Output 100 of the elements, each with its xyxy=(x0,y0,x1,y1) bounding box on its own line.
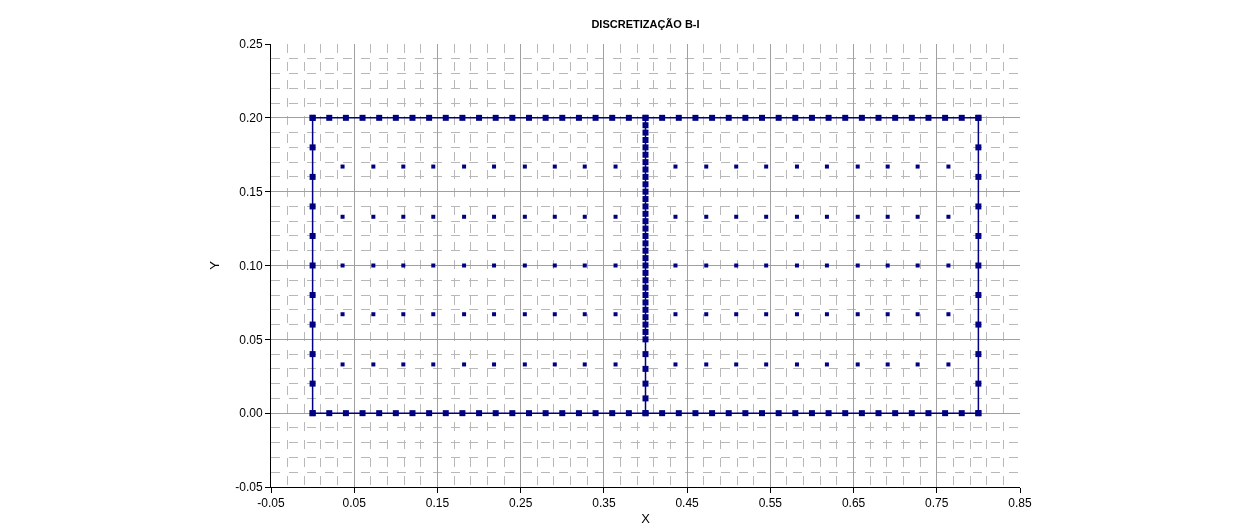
point xyxy=(875,410,882,417)
point xyxy=(858,410,865,417)
point xyxy=(975,262,982,269)
point xyxy=(725,114,732,121)
x-tick-label: 0.85 xyxy=(1008,496,1032,511)
point xyxy=(642,262,649,269)
point xyxy=(975,203,982,210)
point xyxy=(642,328,649,335)
point xyxy=(642,321,649,328)
x-tick-label: -0.05 xyxy=(257,496,285,511)
point xyxy=(575,410,582,417)
point xyxy=(625,114,632,121)
x-tick-label: 0.05 xyxy=(342,496,367,511)
point xyxy=(426,114,433,121)
point xyxy=(775,410,782,417)
point xyxy=(625,410,632,417)
point xyxy=(642,255,649,262)
point xyxy=(892,410,899,417)
point xyxy=(409,114,416,121)
point xyxy=(309,144,316,151)
point xyxy=(975,173,982,180)
point xyxy=(842,410,849,417)
point xyxy=(925,114,932,121)
point xyxy=(309,321,316,328)
point xyxy=(642,188,649,195)
point xyxy=(925,410,932,417)
point xyxy=(642,240,649,247)
y-tick-label: -0.05 xyxy=(235,480,263,495)
point xyxy=(642,306,649,313)
point xyxy=(309,173,316,180)
point xyxy=(642,159,649,166)
point xyxy=(642,292,649,299)
point xyxy=(975,351,982,358)
point xyxy=(392,410,399,417)
y-tick-label: 0.05 xyxy=(239,332,263,347)
point xyxy=(642,129,649,136)
x-tick-label: 0.35 xyxy=(592,496,616,511)
y-tick-label: 0.15 xyxy=(239,184,263,199)
point xyxy=(642,218,649,225)
point xyxy=(642,203,649,210)
point xyxy=(525,114,532,121)
point xyxy=(309,380,316,387)
x-tick-label: 0.55 xyxy=(758,496,783,511)
point xyxy=(975,232,982,239)
point xyxy=(642,196,649,203)
point xyxy=(409,410,416,417)
point xyxy=(692,114,699,121)
point xyxy=(492,114,499,121)
point xyxy=(359,410,366,417)
point xyxy=(892,114,899,121)
chart-title: DISCRETIZAÇÃO B-I xyxy=(591,17,700,30)
point xyxy=(309,351,316,358)
point xyxy=(525,410,532,417)
point xyxy=(376,114,383,121)
x-tick-label: 0.25 xyxy=(508,496,533,511)
point xyxy=(642,284,649,291)
point xyxy=(542,114,549,121)
point xyxy=(942,410,949,417)
point xyxy=(975,144,982,151)
point xyxy=(542,410,549,417)
point xyxy=(642,181,649,188)
point xyxy=(609,114,616,121)
point xyxy=(759,410,766,417)
point xyxy=(309,232,316,239)
point xyxy=(908,410,915,417)
point xyxy=(509,410,516,417)
point xyxy=(709,410,716,417)
point xyxy=(642,247,649,254)
point xyxy=(426,410,433,417)
point xyxy=(642,277,649,284)
point xyxy=(326,410,333,417)
x-tick-label: 0.75 xyxy=(925,496,949,511)
point xyxy=(642,210,649,217)
point xyxy=(459,114,466,121)
point xyxy=(642,122,649,129)
point xyxy=(792,410,799,417)
point xyxy=(792,114,799,121)
point xyxy=(642,269,649,276)
point xyxy=(326,114,333,121)
point xyxy=(975,321,982,328)
point xyxy=(559,114,566,121)
point xyxy=(342,410,349,417)
point xyxy=(592,114,599,121)
point xyxy=(492,410,499,417)
y-tick-label: 0.25 xyxy=(239,37,263,52)
point xyxy=(642,166,649,173)
point xyxy=(642,299,649,306)
point xyxy=(742,410,749,417)
point xyxy=(309,292,316,299)
y-tick-label: 0.20 xyxy=(239,111,263,126)
point xyxy=(858,114,865,121)
point xyxy=(942,114,949,121)
point xyxy=(825,114,832,121)
point xyxy=(775,114,782,121)
y-tick-label: 0.00 xyxy=(239,406,263,421)
y-axis-title: Y xyxy=(207,260,223,270)
point xyxy=(342,114,349,121)
point xyxy=(958,410,965,417)
point xyxy=(742,114,749,121)
point xyxy=(642,136,649,143)
